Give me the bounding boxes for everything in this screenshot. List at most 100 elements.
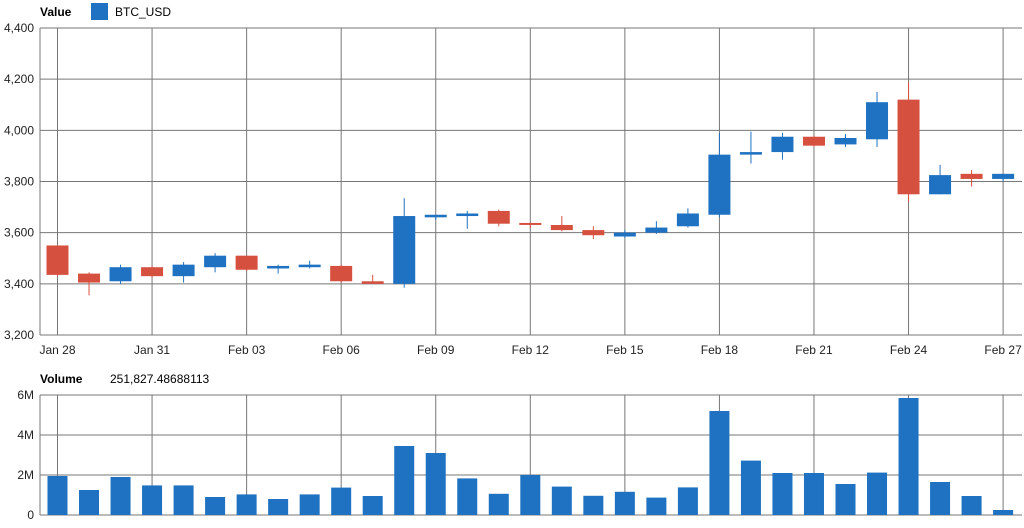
volume-bar[interactable] [867, 472, 888, 515]
volume-bar[interactable] [961, 496, 982, 515]
candle[interactable] [802, 135, 825, 147]
candle[interactable] [992, 173, 1015, 182]
volume-bar[interactable] [930, 482, 951, 515]
price-y-tick-label: 3,600 [4, 226, 34, 240]
candle-body [519, 222, 542, 225]
volume-bar[interactable] [803, 473, 824, 515]
candle-body [172, 264, 195, 277]
candle[interactable] [960, 169, 983, 187]
candle[interactable] [298, 260, 321, 269]
candle[interactable] [235, 255, 258, 272]
candle[interactable] [424, 214, 447, 220]
candle[interactable] [172, 262, 195, 283]
volume-bar[interactable] [110, 477, 131, 515]
legend-swatch-btc-usd [91, 3, 108, 20]
volume-bar[interactable] [709, 411, 730, 515]
volume-y-axis: 0 2M 4M 6M [17, 388, 34, 522]
volume-bar[interactable] [205, 497, 226, 515]
volume-bar[interactable] [772, 473, 793, 515]
volume-bar[interactable] [520, 475, 541, 515]
price-y-tick-label: 3,200 [4, 328, 34, 342]
candle-body [393, 216, 416, 284]
volume-bar[interactable] [488, 493, 509, 515]
candle[interactable] [204, 253, 227, 273]
candle[interactable] [519, 222, 542, 229]
candle-body [235, 255, 258, 270]
candle-body [109, 267, 132, 282]
candle-body [960, 173, 983, 179]
candle-body [456, 213, 479, 217]
candle[interactable] [487, 209, 510, 227]
volume-bars [47, 398, 1014, 515]
volume-bar[interactable] [740, 460, 761, 515]
volume-bar[interactable] [457, 478, 478, 515]
candle[interactable] [834, 134, 857, 147]
candle-body [550, 224, 573, 231]
price-y-tick-label: 4,400 [4, 21, 34, 35]
candle[interactable] [267, 264, 290, 274]
volume-bar[interactable] [268, 499, 289, 515]
candle[interactable] [929, 164, 952, 195]
volume-bar[interactable] [299, 494, 320, 515]
candle[interactable] [645, 221, 668, 234]
price-x-tick-label: Feb 24 [890, 343, 928, 357]
volume-bar[interactable] [614, 491, 635, 515]
candle-body [992, 173, 1015, 179]
volume-bar[interactable] [677, 487, 698, 515]
volume-bar[interactable] [331, 487, 352, 515]
candle-body [582, 230, 605, 236]
legend-label-btc-usd[interactable]: BTC_USD [115, 5, 171, 19]
volume-bar[interactable] [583, 495, 604, 515]
volume-y-tick-label: 4M [17, 428, 34, 442]
volume-bar[interactable] [142, 485, 163, 515]
candle[interactable] [361, 274, 384, 284]
volume-bar[interactable] [425, 453, 446, 515]
candle[interactable] [708, 132, 731, 218]
volume-panel-value: 251,827.48688113 [110, 372, 210, 386]
price-x-tick-label: Feb 18 [701, 343, 739, 357]
volume-bar[interactable] [236, 494, 257, 515]
volume-bar[interactable] [993, 510, 1014, 515]
candle-body [897, 99, 920, 195]
volume-bar[interactable] [173, 485, 194, 515]
volume-bar[interactable] [394, 446, 415, 515]
volume-bar[interactable] [362, 496, 383, 515]
candle[interactable] [141, 265, 164, 278]
candle[interactable] [613, 230, 636, 238]
price-x-tick-label: Feb 03 [228, 343, 266, 357]
volume-y-tick-label: 0 [27, 508, 34, 522]
candle[interactable] [550, 216, 573, 232]
value-plot-area: 3,200 3,400 3,600 3,800 4,000 4,200 4,400 Jan … [4, 21, 1022, 357]
volume-bar[interactable] [47, 476, 68, 515]
candle[interactable] [771, 132, 794, 160]
price-x-tick-label: Feb 15 [606, 343, 644, 357]
candle-body [204, 255, 227, 268]
candle[interactable] [456, 210, 479, 229]
candle[interactable] [676, 208, 699, 228]
candle[interactable] [739, 131, 762, 164]
price-candles [46, 81, 1015, 296]
candle[interactable] [78, 272, 101, 296]
volume-bar[interactable] [79, 490, 100, 515]
candle[interactable] [393, 198, 416, 288]
candle-body [708, 154, 731, 215]
candle[interactable] [46, 245, 69, 277]
candle[interactable] [866, 91, 889, 147]
candle[interactable] [582, 226, 605, 240]
volume-bar[interactable] [551, 486, 572, 515]
candle[interactable] [330, 264, 353, 283]
volume-bar[interactable] [898, 398, 919, 515]
volume-plot-area: 0 2M 4M 6M [17, 388, 1022, 522]
volume-bar[interactable] [835, 484, 856, 515]
price-x-tick-label: Feb 27 [984, 343, 1022, 357]
candle-body [834, 138, 857, 145]
candle[interactable] [109, 264, 132, 284]
candle-body [676, 213, 699, 227]
value-panel-label: Value [40, 5, 72, 19]
price-x-tick-label: Feb 12 [512, 343, 550, 357]
candle-body [361, 281, 384, 284]
candle[interactable] [897, 81, 920, 202]
volume-bar[interactable] [646, 497, 667, 515]
candle-body [645, 227, 668, 233]
